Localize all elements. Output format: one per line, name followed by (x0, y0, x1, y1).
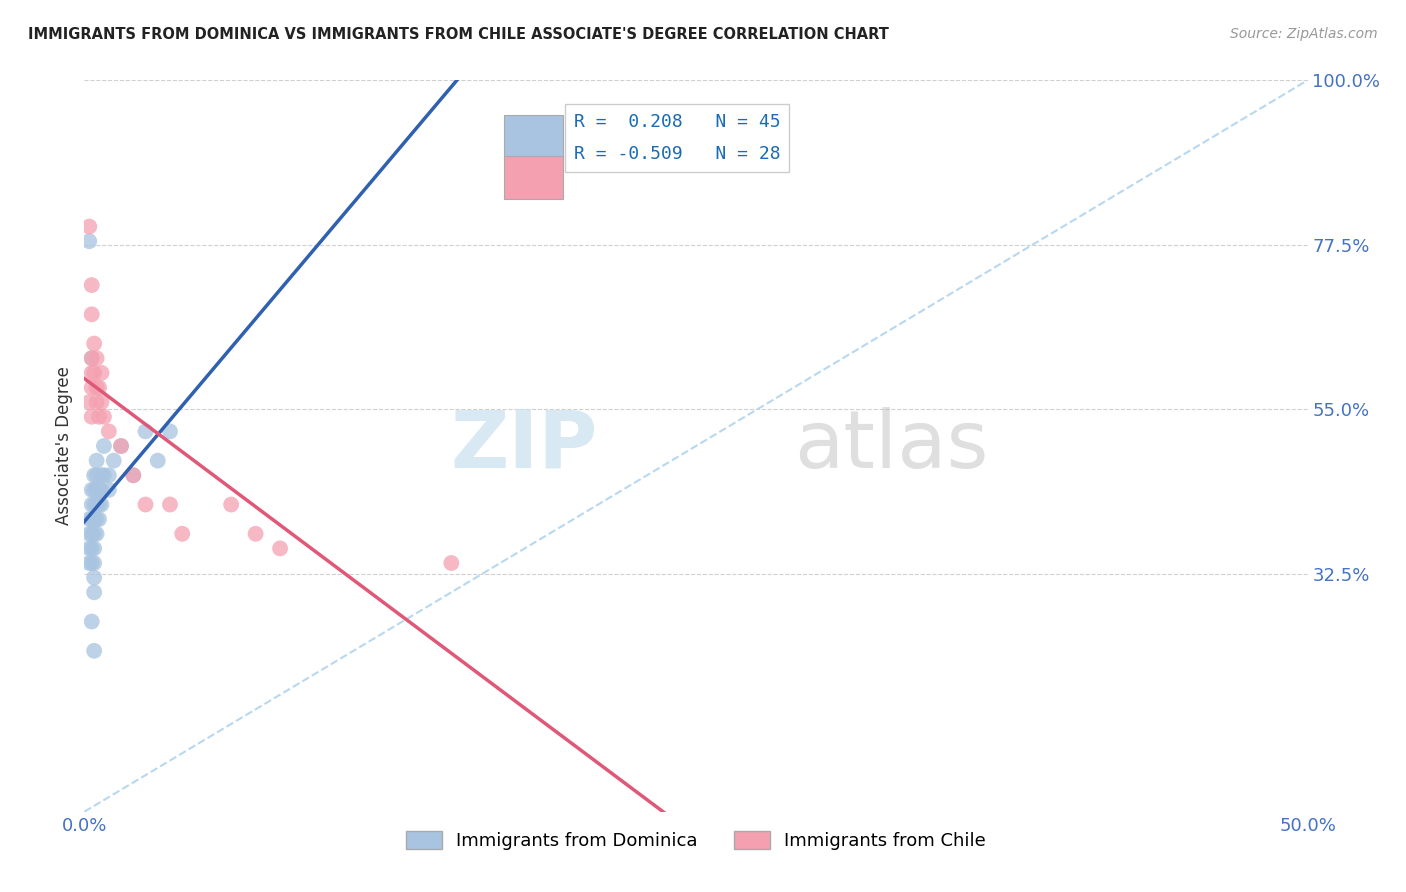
Point (80, 278, 103, 293)
Point (80, 556, 103, 570)
Point (90, 395, 112, 409)
FancyBboxPatch shape (503, 155, 562, 199)
Point (90, 498, 112, 512)
Point (135, 425, 157, 439)
Point (77, 219, 100, 234)
Point (269, 541, 291, 556)
Point (80, 307, 103, 321)
Point (83, 468, 105, 483)
Point (86, 526, 108, 541)
Point (122, 468, 145, 483)
Point (172, 526, 194, 541)
Point (83, 585, 105, 599)
Point (87, 498, 110, 512)
Point (80, 483, 103, 497)
Text: ZIP: ZIP (451, 407, 598, 485)
Point (80, 409, 103, 424)
Point (93, 439, 115, 453)
Point (159, 425, 181, 439)
Point (245, 526, 267, 541)
Point (77, 526, 100, 541)
Point (97, 468, 120, 483)
Point (80, 526, 103, 541)
Point (77, 395, 100, 409)
Point (87, 409, 110, 424)
Point (90, 366, 112, 380)
Text: R =  0.208   N = 45
R = -0.509   N = 28: R = 0.208 N = 45 R = -0.509 N = 28 (574, 113, 780, 163)
Point (83, 526, 105, 541)
Point (219, 498, 242, 512)
Legend: Immigrants from Dominica, Immigrants from Chile: Immigrants from Dominica, Immigrants fro… (398, 823, 994, 857)
Point (80, 366, 103, 380)
Point (77, 541, 100, 556)
Point (83, 498, 105, 512)
Point (83, 644, 105, 658)
Point (80, 541, 103, 556)
Point (103, 453, 125, 467)
Point (97, 483, 120, 497)
Point (87, 483, 110, 497)
Point (77, 556, 100, 570)
Point (77, 512, 100, 526)
Point (80, 512, 103, 526)
Point (87, 512, 110, 526)
Y-axis label: Associate's Degree: Associate's Degree (55, 367, 73, 525)
Point (110, 439, 132, 453)
Point (90, 468, 112, 483)
Point (122, 468, 145, 483)
Point (146, 453, 169, 467)
Point (83, 541, 105, 556)
Point (86, 395, 108, 409)
Text: Source: ZipAtlas.com: Source: ZipAtlas.com (1230, 27, 1378, 41)
Point (86, 483, 108, 497)
Point (135, 498, 157, 512)
Point (86, 453, 108, 467)
Point (80, 615, 103, 629)
Point (83, 556, 105, 570)
Point (80, 380, 103, 394)
Point (80, 351, 103, 366)
Point (90, 483, 112, 497)
Point (80, 351, 103, 366)
Point (97, 425, 120, 439)
Point (83, 366, 105, 380)
Point (86, 380, 108, 394)
Point (440, 556, 463, 570)
Point (80, 498, 103, 512)
Point (86, 512, 108, 526)
Text: IMMIGRANTS FROM DOMINICA VS IMMIGRANTS FROM CHILE ASSOCIATE'S DEGREE CORRELATION: IMMIGRANTS FROM DOMINICA VS IMMIGRANTS F… (28, 27, 889, 42)
Point (77, 234, 100, 248)
FancyBboxPatch shape (503, 115, 562, 159)
Point (159, 498, 181, 512)
Point (83, 483, 105, 497)
Point (83, 336, 105, 351)
Point (86, 498, 108, 512)
Point (86, 351, 108, 366)
Point (110, 439, 132, 453)
Point (83, 512, 105, 526)
Point (93, 468, 115, 483)
Point (83, 571, 105, 585)
Text: atlas: atlas (794, 407, 988, 485)
Point (87, 380, 110, 394)
Point (93, 409, 115, 424)
Point (86, 468, 108, 483)
